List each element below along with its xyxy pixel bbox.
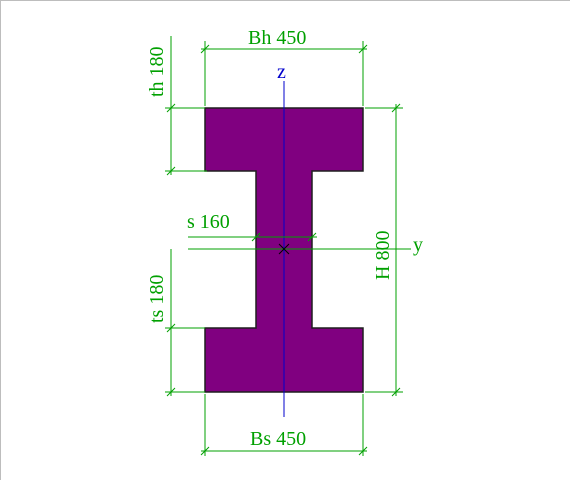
bottom-flange-thickness-dimension xyxy=(165,249,205,397)
z-axis-label: z xyxy=(277,61,286,83)
top-width-label: Bh 450 xyxy=(248,27,306,49)
web-thickness-label: s 160 xyxy=(187,211,230,233)
bottom-width-dimension xyxy=(200,394,368,456)
top-flange-thickness-label: th 180 xyxy=(146,46,168,97)
top-width-dimension xyxy=(200,41,368,106)
y-axis-label: y xyxy=(413,234,423,256)
height-dimension xyxy=(365,103,403,397)
web-thickness-dimension xyxy=(188,232,317,242)
height-label: H 800 xyxy=(372,231,394,280)
bottom-flange-thickness-label: ts 180 xyxy=(146,275,168,323)
top-flange-thickness-dimension xyxy=(165,36,207,176)
centroid-marker xyxy=(278,243,290,255)
bottom-width-label: Bs 450 xyxy=(250,428,306,450)
